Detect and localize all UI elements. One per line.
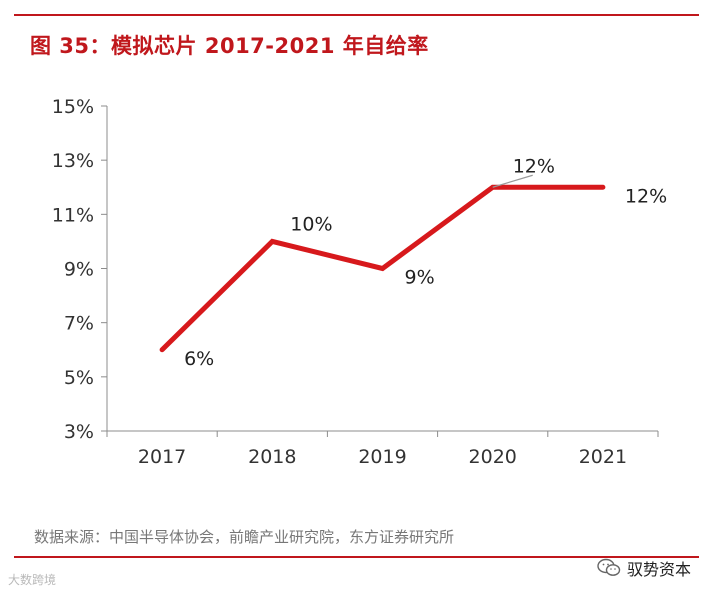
watermark-right: 驭势资本 — [597, 556, 691, 580]
y-tick-label: 7% — [64, 313, 94, 335]
source-note: 数据来源：中国半导体协会，前瞻产业研究院，东方证券研究所 — [34, 528, 455, 546]
x-tick-label: 2019 — [358, 446, 406, 468]
y-tick-label: 13% — [52, 150, 94, 172]
top-rule — [14, 14, 699, 16]
x-tick-label: 2021 — [579, 446, 627, 468]
chart-title: 图 35：模拟芯片 2017-2021 年自给率 — [30, 34, 429, 58]
bottom-rule — [14, 556, 699, 558]
y-tick-label: 11% — [52, 204, 94, 226]
label-leader-line — [492, 174, 533, 188]
y-tick-label: 3% — [64, 421, 94, 443]
data-label: 6% — [184, 348, 214, 370]
y-tick-label: 5% — [64, 367, 94, 389]
x-tick-label: 2017 — [138, 446, 186, 468]
x-tick-label: 2020 — [469, 446, 517, 468]
y-tick-label: 15% — [52, 96, 94, 118]
data-label: 9% — [405, 267, 435, 289]
wechat-icon — [597, 558, 621, 576]
x-tick-label: 2018 — [248, 446, 296, 468]
chart-series — [159, 184, 606, 353]
y-tick-label: 9% — [64, 259, 94, 281]
chart-data-labels: 6% 10% 9% 12% 12% — [184, 155, 667, 370]
chart-ticks: 3% 5% 7% 9% 11% 13% 15% 2017 2018 2019 2020 2021 — [52, 96, 659, 468]
watermark-left: 大数跨境 — [8, 573, 57, 587]
data-label: 12% — [625, 185, 667, 207]
data-label: 10% — [290, 213, 332, 235]
data-label: 12% — [513, 155, 555, 177]
series-line — [159, 184, 606, 353]
watermark-right-text: 驭势资本 — [626, 560, 691, 579]
